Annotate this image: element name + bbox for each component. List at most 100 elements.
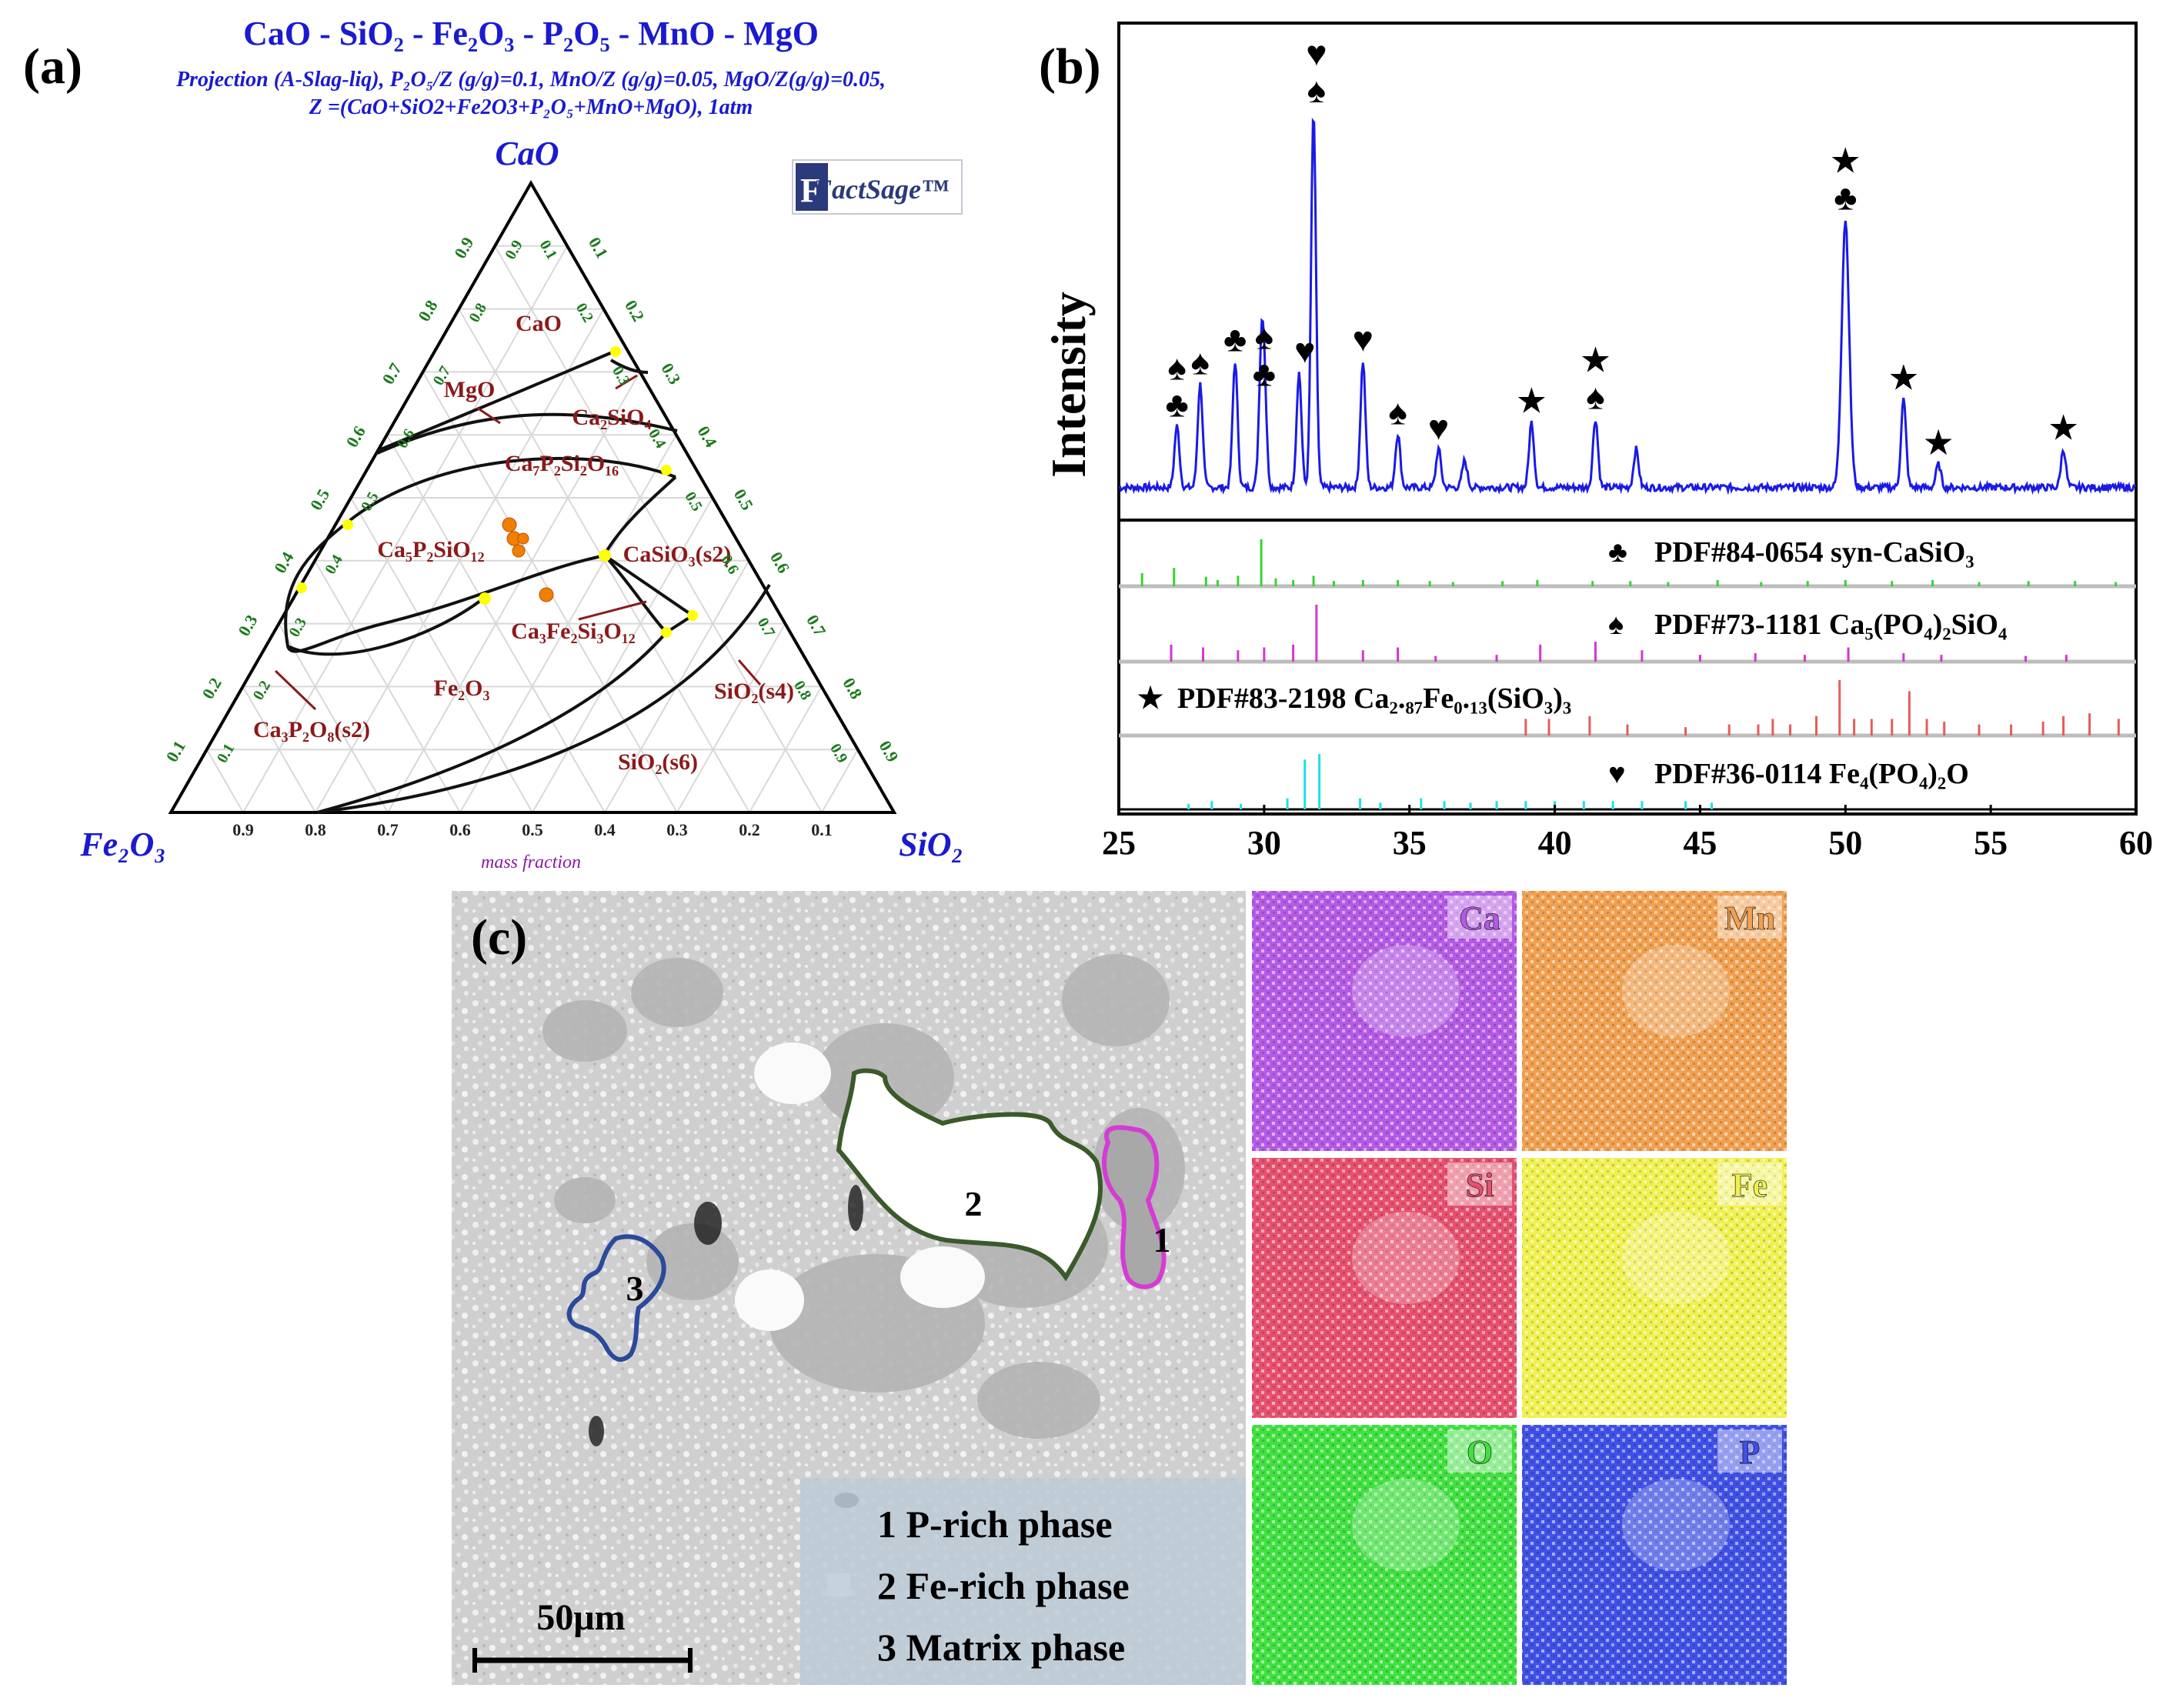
peak-marker: ♥ (1294, 332, 1315, 371)
phase-label-fe2o3: Fe₂O₃ (434, 676, 490, 701)
eds-label-bg (1717, 896, 1782, 939)
legend-fe4-symbol: ♥ (1608, 758, 1626, 790)
eds-label-bg (1717, 1429, 1782, 1473)
tick-bottom: 0.7 (377, 820, 399, 839)
sample-composition-markers (502, 517, 554, 602)
peak-marker: ♠ (1388, 392, 1407, 432)
peak-marker: ♠ (1191, 343, 1210, 382)
eds-label-bg (1447, 896, 1512, 939)
peak-markers: ♠♣♠♣ ♠♣♥♥♠♥♠ ♥★★♠★♣★★ ★ (1165, 34, 2079, 462)
peak-marker: ♣ (1253, 355, 1276, 394)
peak-marker: ♠ (1167, 348, 1186, 387)
eds-map-hotspot (1622, 945, 1730, 1037)
grid-line (315, 309, 605, 813)
diagram-subtitle-1: Projection (A-Slag-liq), P₂O₅/Z (g/g)=0.… (175, 68, 886, 92)
ternary-triangle (168, 179, 897, 814)
eds-map-noise (1522, 891, 1787, 1151)
peak-marker: ♠ (1586, 377, 1604, 416)
eds-map-hotspot (1352, 945, 1460, 1037)
x-tick-label: 40 (1538, 824, 1572, 862)
boundary-ca5p2sio12-lower (284, 522, 606, 653)
legend-ca287-text: PDF#83-2198 Ca₂.₈₇Fe₀.₁₃(SiO₃)₃ (1177, 682, 1571, 715)
eds-map-o: O (1252, 1425, 1517, 1685)
phase-label-ca5p2sio12: Ca₅P₂SiO₁₂ (377, 537, 484, 562)
phase-label-ca7p2si2o16: Ca₇P₂Si₂O₁₆ (505, 451, 619, 476)
peak-marker: ♣ (1223, 320, 1247, 359)
svg-text:F: F (800, 172, 821, 209)
grid-line (278, 623, 389, 813)
peak-marker: ♣ (1834, 178, 1857, 217)
x-tick-label: 55 (1974, 824, 2008, 862)
phase-label-mgo: MgO (444, 377, 496, 402)
boundary-ca7p2si2o16 (345, 456, 676, 525)
eds-map-noise (1252, 891, 1517, 1151)
tick-bottom: 0.6 (449, 820, 471, 839)
x-tick-label: 30 (1247, 824, 1281, 862)
region-label-2: 2 (965, 1184, 983, 1223)
sem-image: (c) 1 2 3 1 P-rich phase 2 Fe-rich phase… (452, 891, 1246, 1685)
peak-marker: ♥ (1353, 320, 1374, 359)
eds-element-label: Fe (1732, 1166, 1767, 1204)
eds-map-si: Si (1252, 1158, 1517, 1418)
x-axis-ticks: 25 30 35 40 45 50 55 60 (1102, 805, 2153, 862)
tick-bottom: 0.4 (594, 820, 616, 839)
eds-map-hotspot (1352, 1212, 1460, 1304)
legend-ca5-symbol: ♠ (1608, 609, 1624, 641)
eds-element-label: Mn (1724, 899, 1775, 937)
eds-map-noise (1252, 1158, 1517, 1418)
eds-map-hotspot (1622, 1479, 1730, 1571)
grid-line (821, 749, 859, 813)
factsage-logo-text: FactSage™ (813, 174, 949, 205)
eds-map-fe: Fe (1522, 1158, 1787, 1418)
xrd-frame (1117, 22, 2138, 816)
phase-label-sio2-s6: SiO₂(s6) (618, 749, 698, 775)
xrd-curve (1118, 117, 2137, 495)
x-tick-label: 25 (1102, 824, 1136, 862)
xrd-panel: (b) Intensity ♠♣♠♣ ♠♣♥♥♠♥♠ ♥★★♠★♣★★ ★ ♣ PDF… (1039, 22, 2153, 862)
eds-map-p: P (1522, 1425, 1787, 1685)
apex-label-cao: CaO (495, 135, 559, 172)
boundary-ca2sio4-upper (609, 359, 649, 374)
phase-legend-line-2: 2 Fe-rich phase (877, 1564, 1130, 1607)
eds-map-noise (1522, 1158, 1787, 1418)
boundary-ca2sio4-lower (375, 412, 678, 455)
eds-map-hotspot (1622, 1212, 1730, 1304)
diagram-title: CaO - SiO₂ - Fe₂O₃ - P₂O₅ - MnO - MgO (243, 15, 819, 52)
eds-element-label: Ca (1459, 899, 1500, 937)
tick-bottom: 0.8 (305, 820, 326, 839)
reference-patterns (1119, 539, 2136, 811)
diagram-subtitle-2: Z =(CaO+SiO2+Fe2O3+P₂O₅+MnO+MgO), 1atm (309, 95, 753, 119)
eds-label-bg (1447, 1163, 1512, 1206)
peak-marker: ♣ (1165, 385, 1188, 424)
phase-boundaries (284, 349, 771, 814)
apex-label-fe2o3: Fe₂O₃ (79, 826, 165, 863)
phase-legend-line-3: 3 Matrix phase (877, 1626, 1125, 1669)
legend-ca287-symbol: ★ (1137, 682, 1163, 715)
ternary-diagram-panel: (a) CaO - SiO₂ - Fe₂O₃ - P₂O₅ - MnO - Mg… (23, 15, 963, 872)
tick-bottom: 0.3 (666, 820, 688, 839)
factsage-logo: F FactSage™ (792, 159, 963, 215)
grid-line (350, 497, 533, 813)
eds-map-grid: Ca Mn Si Fe O P (1252, 891, 1787, 1685)
grid-line (494, 245, 823, 813)
intensity-axis-label: Intensity (1041, 292, 1096, 478)
eds-map-hotspot (1352, 1479, 1460, 1571)
boundary-casio3-right (603, 554, 694, 617)
matrix-region-outline (566, 1234, 666, 1362)
peak-marker: ★ (2048, 408, 2079, 447)
boundary-ca5-fe2o3 (287, 597, 485, 656)
panel-a-label: (a) (23, 38, 82, 95)
peak-marker: ★ (1923, 423, 1954, 462)
boundary-c7-casio3 (603, 475, 677, 555)
eds-map-noise (1522, 1425, 1787, 1685)
grid-line (532, 497, 713, 813)
boundary-cao-mgo (376, 349, 616, 452)
tick-bottom: 0.9 (232, 820, 254, 839)
x-tick-label: 60 (2119, 824, 2153, 862)
phase-label-ca3p2o8: Ca₃P₂O₈(s2) (253, 717, 370, 742)
phase-label-ca3fe2si3o12: Ca₃Fe₂Si₃O₁₂ (511, 619, 636, 644)
phase-label-cao: CaO (516, 311, 562, 336)
apex-label-sio2: SiO₂ (899, 826, 963, 863)
phase-label-casio3: CaSiO₃(s2) (623, 542, 732, 567)
legend-fe4-text: PDF#36-0114 Fe₄(PO₄)₂O (1654, 758, 1969, 790)
